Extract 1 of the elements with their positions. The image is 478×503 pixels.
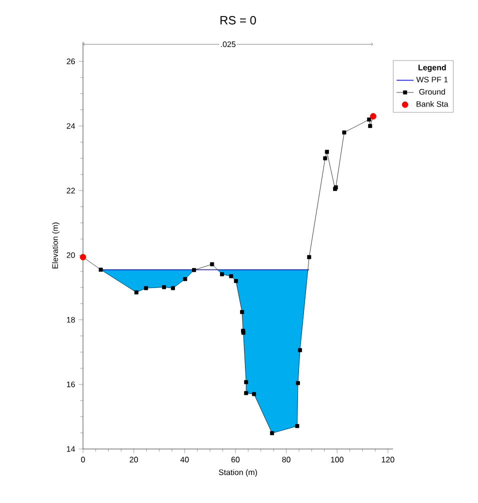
chart-title: RS = 0	[220, 16, 256, 24]
